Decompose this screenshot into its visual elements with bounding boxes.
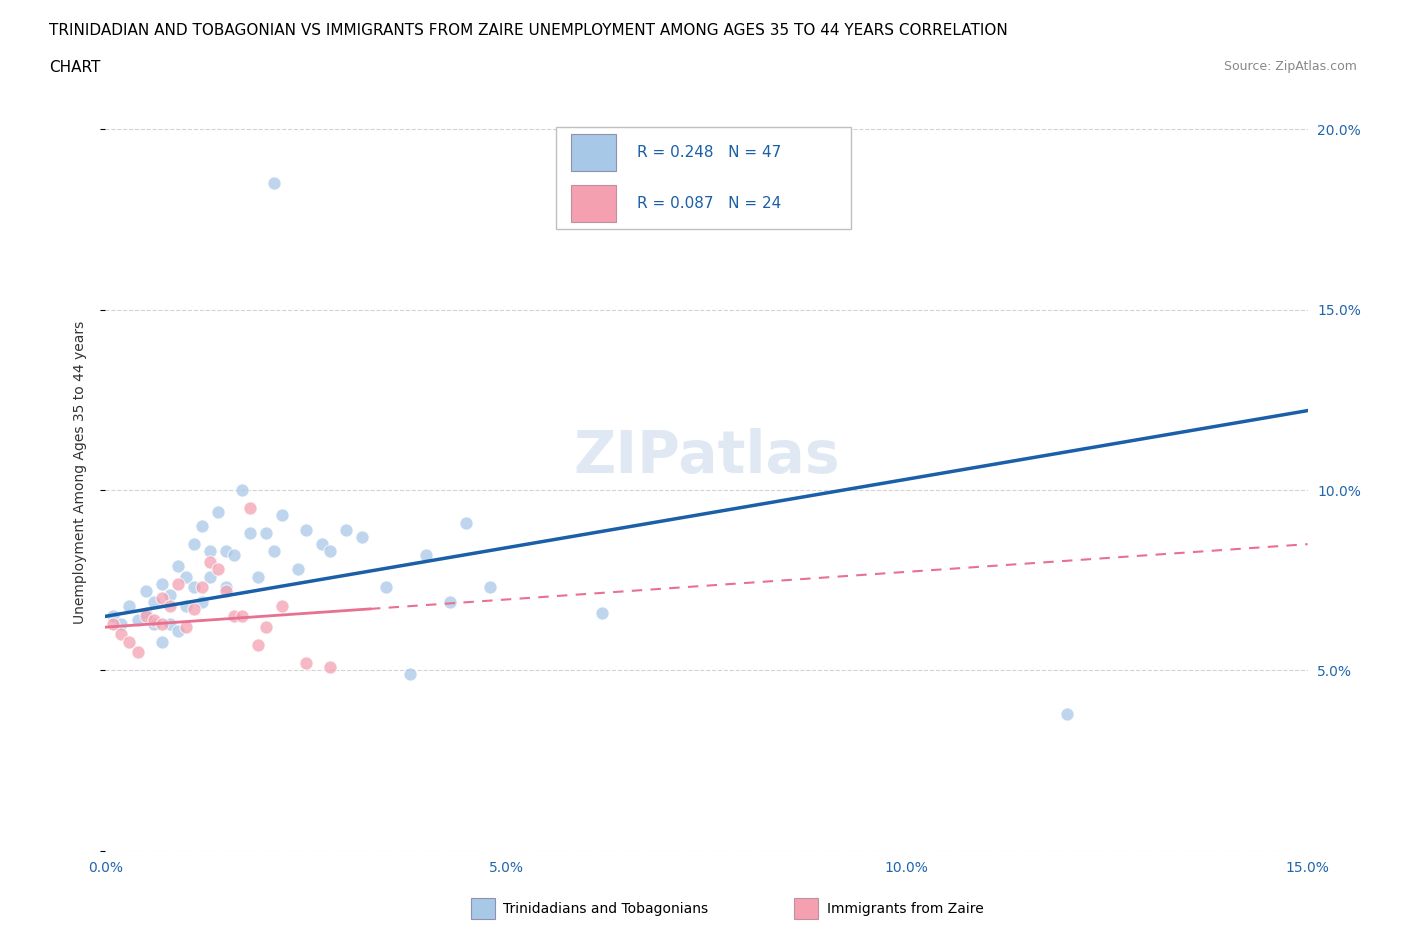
Point bbox=[415, 548, 437, 563]
Bar bbox=[571, 134, 616, 171]
Point bbox=[183, 580, 205, 595]
Point bbox=[319, 544, 342, 559]
Point bbox=[231, 483, 253, 498]
Point bbox=[263, 176, 285, 191]
Text: ZIPatlas: ZIPatlas bbox=[574, 429, 839, 485]
Point bbox=[198, 555, 221, 570]
Point bbox=[166, 577, 188, 591]
Point bbox=[127, 645, 149, 660]
Point bbox=[118, 598, 141, 613]
Point bbox=[439, 594, 461, 609]
Point bbox=[214, 584, 236, 599]
Point bbox=[190, 519, 212, 534]
Point bbox=[190, 594, 212, 609]
Text: Trinidadians and Tobagonians: Trinidadians and Tobagonians bbox=[503, 901, 709, 916]
Text: R = 0.087   N = 24: R = 0.087 N = 24 bbox=[637, 196, 782, 211]
Point bbox=[198, 569, 221, 584]
Point bbox=[335, 523, 357, 538]
Point bbox=[319, 659, 342, 674]
Point bbox=[159, 587, 181, 602]
Point bbox=[135, 609, 157, 624]
Point bbox=[150, 617, 173, 631]
Point bbox=[166, 558, 188, 573]
Point bbox=[166, 623, 188, 638]
Text: Source: ZipAtlas.com: Source: ZipAtlas.com bbox=[1223, 60, 1357, 73]
Point bbox=[142, 613, 165, 628]
Point bbox=[150, 591, 173, 605]
Point bbox=[127, 613, 149, 628]
Point bbox=[270, 508, 292, 523]
Point bbox=[214, 544, 236, 559]
Point bbox=[150, 577, 173, 591]
Point bbox=[159, 617, 181, 631]
Text: Immigrants from Zaire: Immigrants from Zaire bbox=[827, 901, 983, 916]
Point bbox=[190, 580, 212, 595]
Point bbox=[239, 525, 262, 540]
Point bbox=[399, 667, 422, 682]
Point bbox=[295, 656, 318, 671]
Point bbox=[1056, 707, 1078, 722]
FancyBboxPatch shape bbox=[557, 127, 851, 230]
Point bbox=[150, 634, 173, 649]
Point bbox=[183, 602, 205, 617]
Point bbox=[198, 544, 221, 559]
Point bbox=[207, 562, 229, 577]
Point bbox=[174, 598, 197, 613]
Point bbox=[103, 617, 125, 631]
Point bbox=[174, 619, 197, 634]
Point bbox=[246, 569, 269, 584]
Point bbox=[135, 605, 157, 620]
Point bbox=[118, 634, 141, 649]
Point bbox=[254, 619, 277, 634]
Point bbox=[214, 580, 236, 595]
Point bbox=[246, 638, 269, 653]
Point bbox=[350, 529, 373, 544]
Point bbox=[222, 548, 245, 563]
Point bbox=[183, 537, 205, 551]
Point bbox=[479, 580, 502, 595]
Point bbox=[207, 504, 229, 519]
Point bbox=[263, 544, 285, 559]
Point bbox=[374, 580, 398, 595]
Point bbox=[159, 598, 181, 613]
Point bbox=[222, 609, 245, 624]
Bar bbox=[571, 185, 616, 222]
Point bbox=[295, 523, 318, 538]
Point bbox=[231, 609, 253, 624]
Point bbox=[591, 605, 613, 620]
Y-axis label: Unemployment Among Ages 35 to 44 years: Unemployment Among Ages 35 to 44 years bbox=[73, 320, 87, 624]
Point bbox=[174, 569, 197, 584]
Point bbox=[110, 627, 132, 642]
Point bbox=[287, 562, 309, 577]
Point bbox=[270, 598, 292, 613]
Point bbox=[239, 500, 262, 515]
Point bbox=[103, 609, 125, 624]
Point bbox=[142, 594, 165, 609]
Point bbox=[311, 537, 333, 551]
Point bbox=[142, 617, 165, 631]
Text: CHART: CHART bbox=[49, 60, 101, 75]
Point bbox=[454, 515, 477, 530]
Text: TRINIDADIAN AND TOBAGONIAN VS IMMIGRANTS FROM ZAIRE UNEMPLOYMENT AMONG AGES 35 T: TRINIDADIAN AND TOBAGONIAN VS IMMIGRANTS… bbox=[49, 23, 1008, 38]
Point bbox=[135, 584, 157, 599]
Point bbox=[254, 525, 277, 540]
Point bbox=[110, 617, 132, 631]
Text: R = 0.248   N = 47: R = 0.248 N = 47 bbox=[637, 145, 782, 160]
